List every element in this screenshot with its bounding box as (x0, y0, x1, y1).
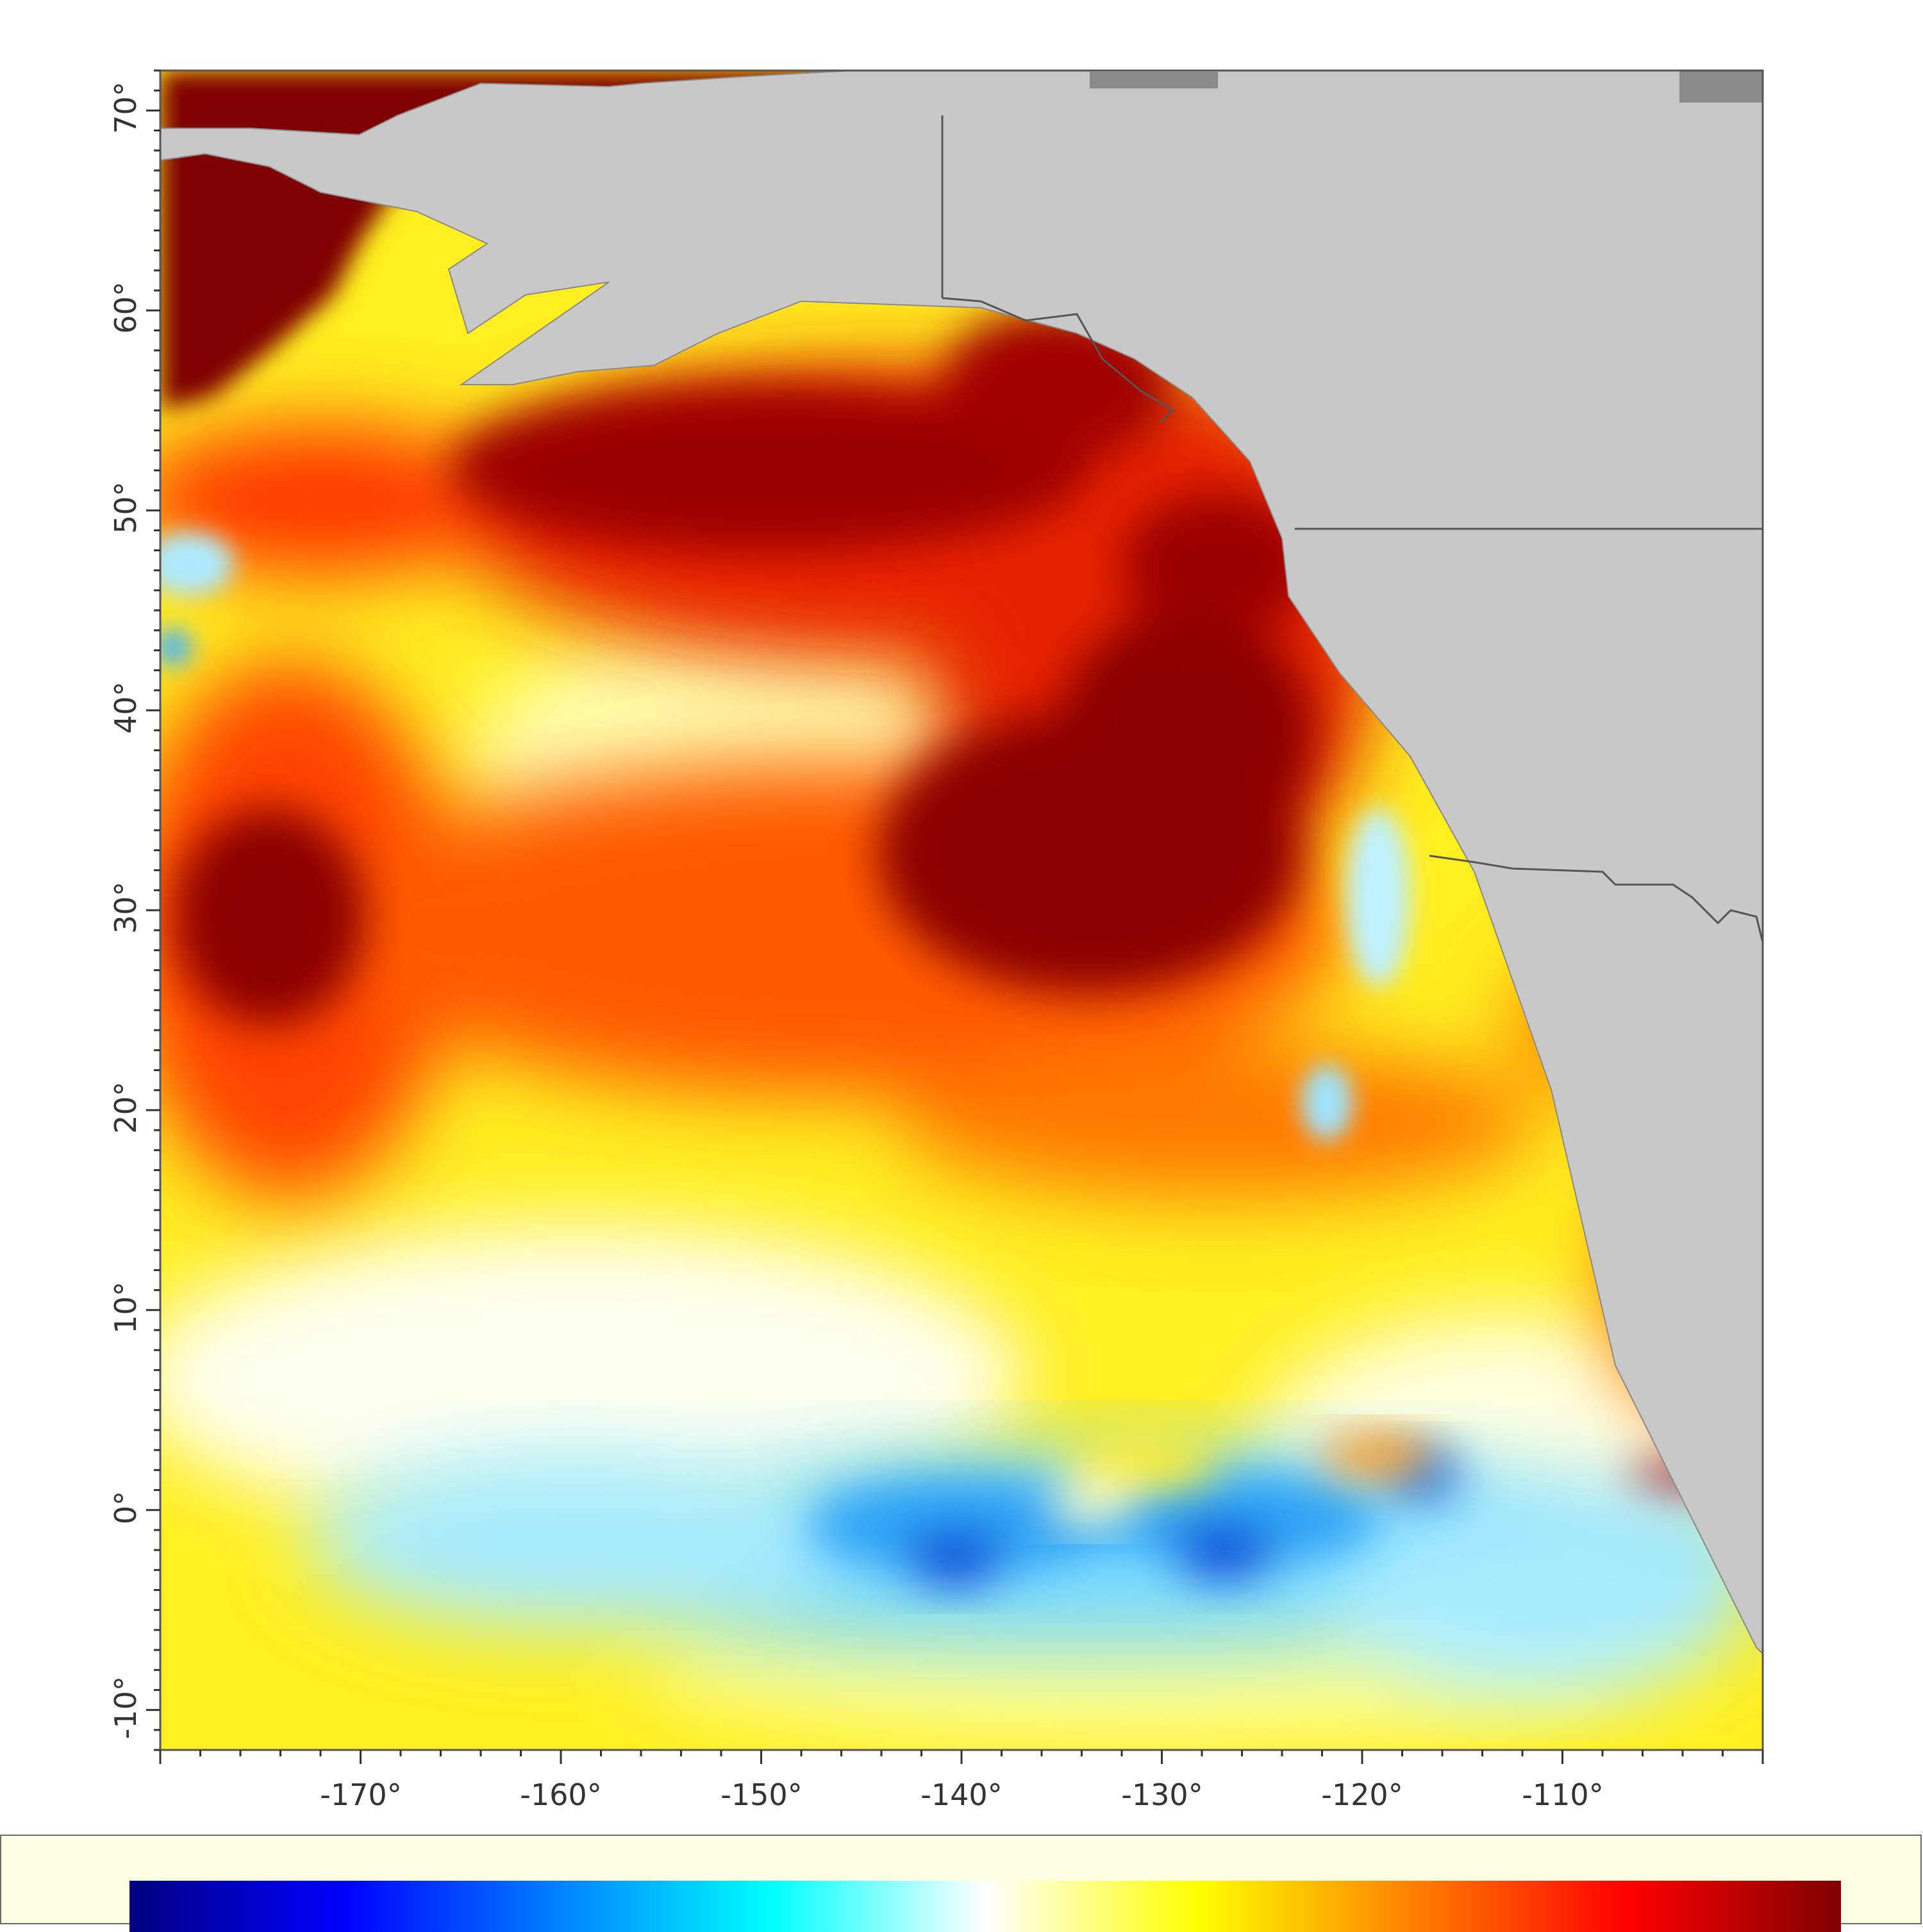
lat-label: 70° (108, 81, 143, 134)
map-canvas: 70° 60° 50° 40° 30° 20° 10° 0° -10° -170… (108, 69, 1764, 1812)
land (160, 70, 1763, 1656)
lon-label: -140° (920, 1778, 1002, 1812)
political-borders (941, 115, 1764, 943)
lat-label: 30° (108, 881, 143, 934)
latitude-minor-ticks (154, 69, 160, 1751)
colorbar (129, 1881, 1841, 1932)
lat-label: 40° (108, 681, 143, 734)
lat-label: 10° (108, 1281, 143, 1334)
longitude-labels: -170° -160° -150° -140° -130° -120° -110… (320, 1778, 1603, 1812)
lon-label: -170° (320, 1778, 401, 1812)
lon-label: -130° (1121, 1778, 1203, 1812)
colorbar-panel (0, 1835, 1922, 1932)
lat-label: -10° (108, 1676, 143, 1739)
lat-label: 20° (108, 1081, 143, 1134)
latitude-labels: 70° 60° 50° 40° 30° 20° 10° 0° -10° (108, 81, 143, 1739)
baja-peninsula (1494, 872, 1641, 1077)
latitude-major-ticks (146, 109, 160, 1711)
lon-label: -160° (520, 1778, 601, 1812)
lon-label: -120° (1321, 1778, 1403, 1812)
sst-map: 70° 60° 50° 40° 30° 20° 10° 0° -10° -170… (108, 69, 1764, 1812)
lat-label: 0° (108, 1491, 143, 1524)
lat-label: 50° (108, 481, 143, 534)
lon-label: -150° (720, 1778, 802, 1812)
longitude-major-ticks (159, 1750, 1764, 1764)
lat-label: 60° (108, 281, 143, 334)
longitude-minor-ticks (199, 1750, 1724, 1756)
lon-label: -110° (1522, 1778, 1603, 1812)
